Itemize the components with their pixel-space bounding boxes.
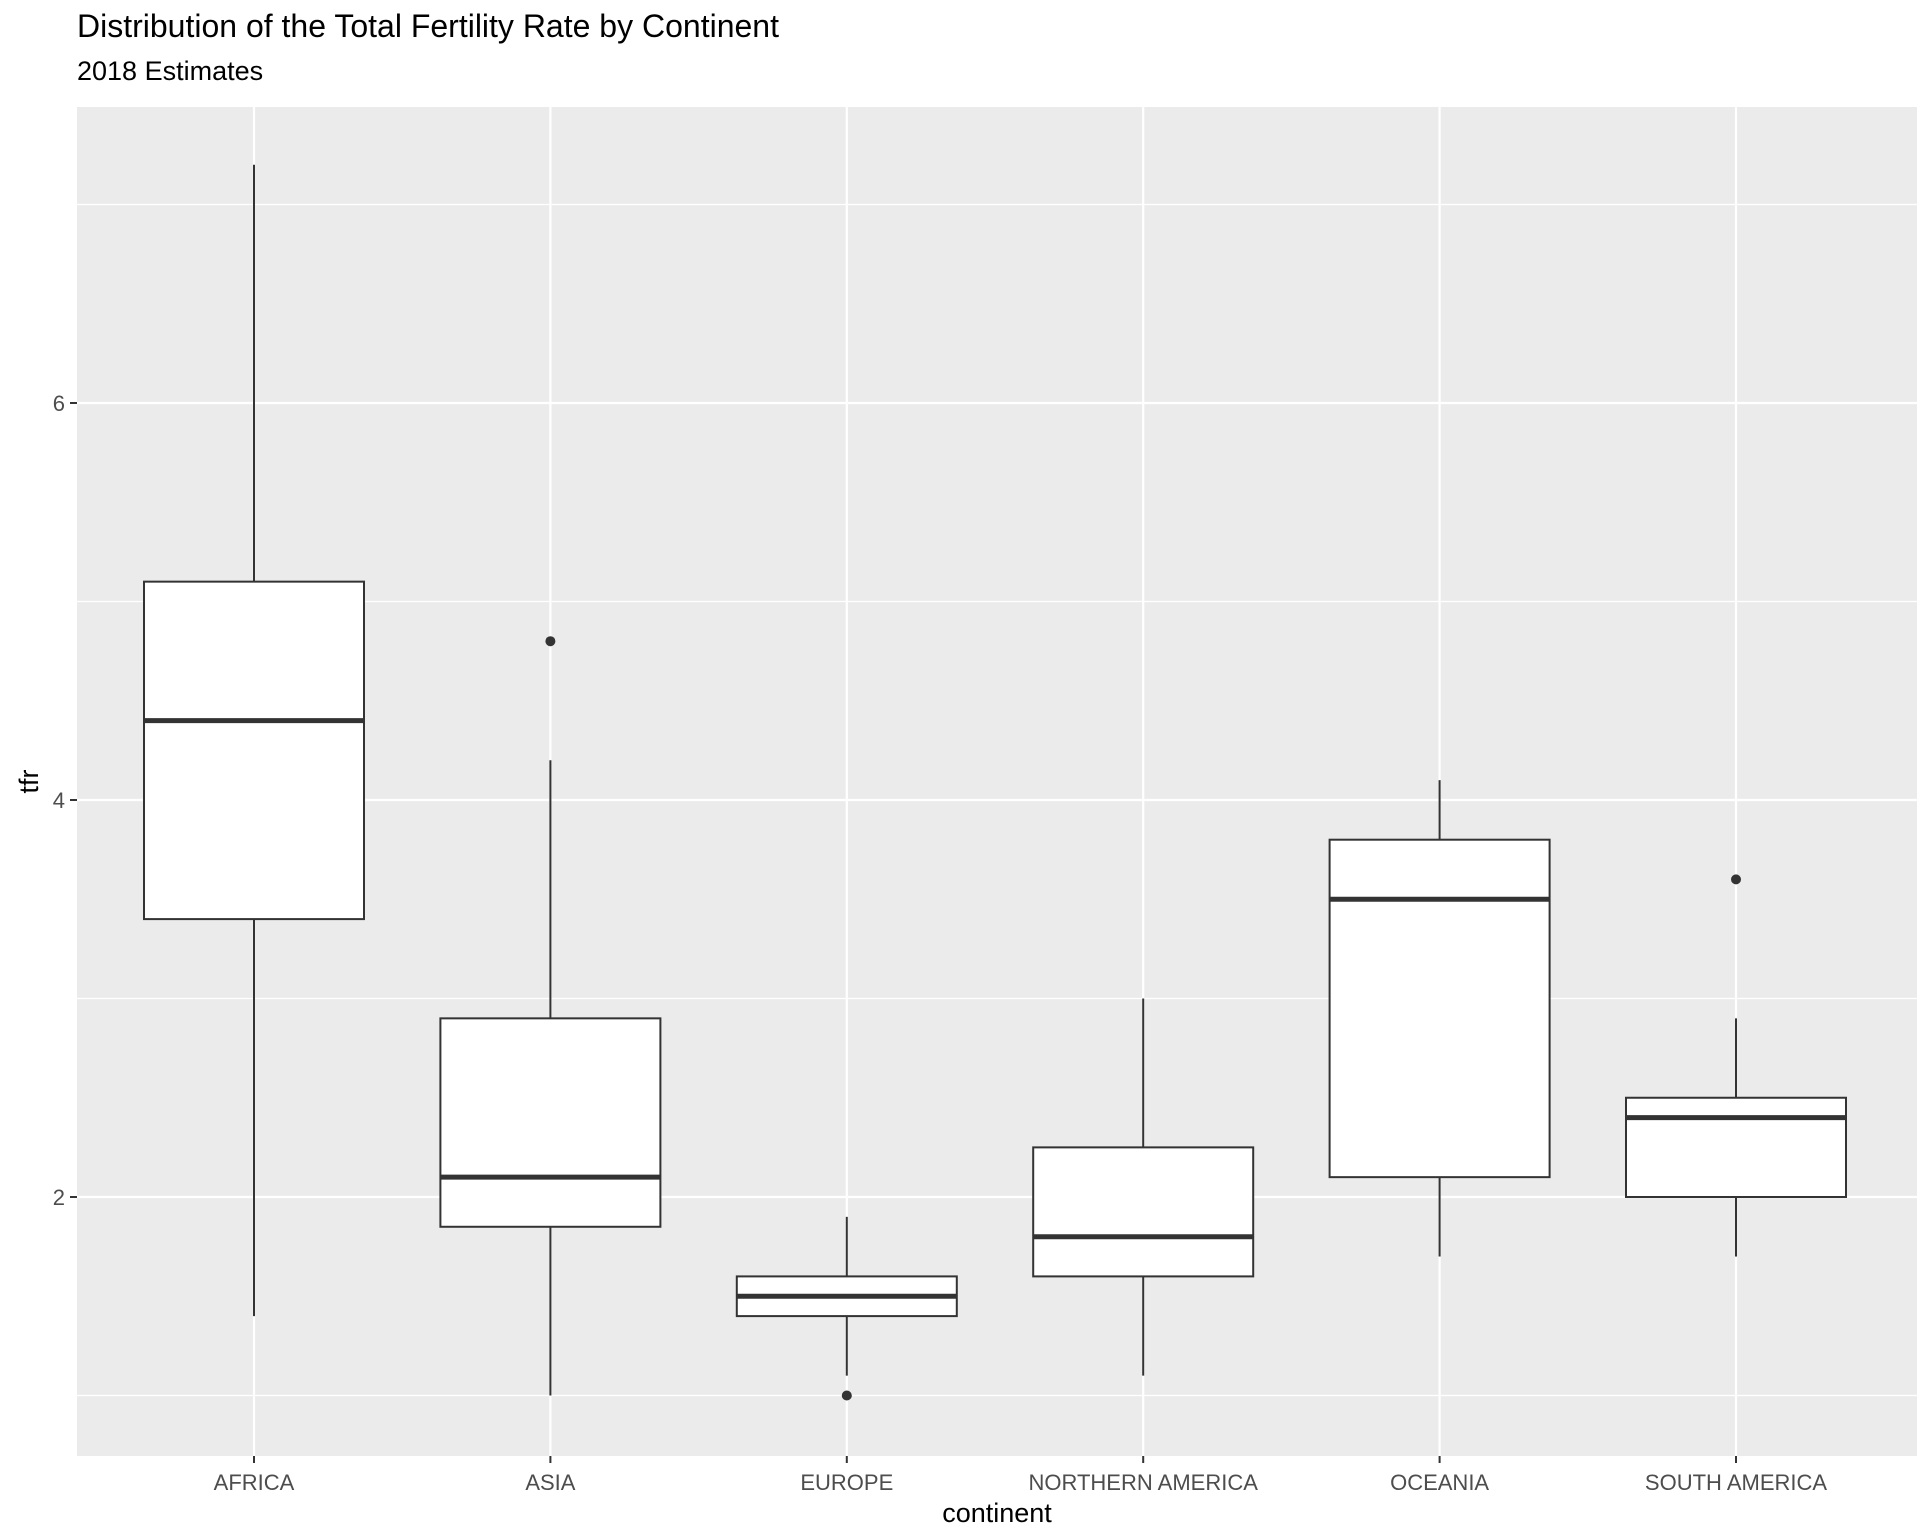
y-tick-label: 2 xyxy=(53,1185,65,1210)
box-northern-america xyxy=(1032,998,1255,1376)
iqr-box xyxy=(1625,1096,1847,1198)
chart-subtitle: 2018 Estimates xyxy=(77,56,264,86)
x-tick-label: AFRICA xyxy=(214,1470,295,1495)
outlier-point xyxy=(1731,874,1741,885)
y-tick-label: 4 xyxy=(53,788,65,813)
iqr-box xyxy=(439,1017,662,1228)
box-oceania xyxy=(1328,780,1551,1257)
minor-gridlines xyxy=(77,203,1917,1397)
y-axis-title: tfr xyxy=(14,769,44,793)
chart-title: Distribution of the Total Fertility Rate… xyxy=(77,8,779,44)
box-asia xyxy=(439,636,662,1396)
x-tick-label: OCEANIA xyxy=(1390,1470,1489,1495)
boxes-layer xyxy=(143,164,1847,1401)
outlier-point xyxy=(545,636,556,647)
box-africa xyxy=(143,164,365,1317)
x-tick-label: SOUTH AMERICA xyxy=(1645,1470,1827,1495)
iqr-box xyxy=(1032,1146,1255,1278)
iqr-box xyxy=(143,580,365,921)
plot-panel xyxy=(77,107,1917,1456)
iqr-box xyxy=(1328,838,1551,1179)
y-axis: 2 4 6 xyxy=(53,391,77,1210)
x-tick-label: ASIA xyxy=(525,1470,575,1495)
x-axis-title: continent xyxy=(942,1498,1052,1528)
box-europe xyxy=(735,1216,958,1401)
x-tick-label: NORTHERN AMERICA xyxy=(1028,1470,1258,1495)
x-axis: AFRICA ASIA EUROPE NORTHERN AMERICA OCEANIA S… xyxy=(214,1456,1827,1495)
box-south-america xyxy=(1625,874,1847,1257)
x-tick-label: EUROPE xyxy=(800,1470,893,1495)
outlier-point xyxy=(841,1390,852,1401)
y-tick-label: 6 xyxy=(53,391,65,416)
